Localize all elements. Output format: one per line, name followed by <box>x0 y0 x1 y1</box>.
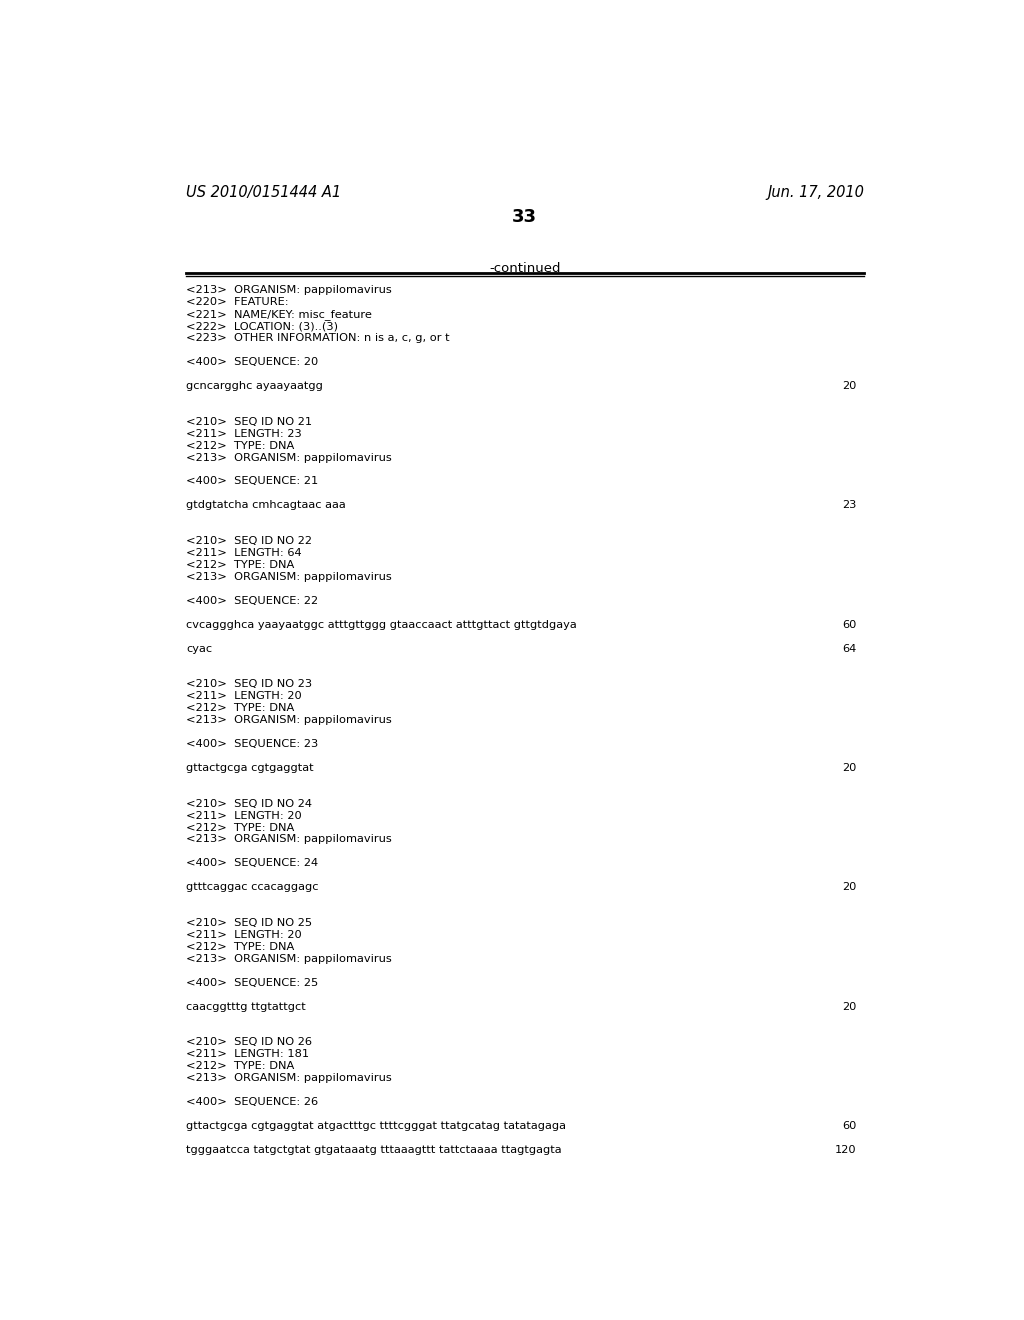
Text: <212>  TYPE: DNA: <212> TYPE: DNA <box>186 560 294 570</box>
Text: <213>  ORGANISM: pappilomavirus: <213> ORGANISM: pappilomavirus <box>186 572 392 582</box>
Text: <212>  TYPE: DNA: <212> TYPE: DNA <box>186 1061 294 1072</box>
Text: <211>  LENGTH: 20: <211> LENGTH: 20 <box>186 810 302 821</box>
Text: <212>  TYPE: DNA: <212> TYPE: DNA <box>186 441 294 450</box>
Text: <210>  SEQ ID NO 22: <210> SEQ ID NO 22 <box>186 536 312 546</box>
Text: 20: 20 <box>842 1002 856 1011</box>
Text: <213>  ORGANISM: pappilomavirus: <213> ORGANISM: pappilomavirus <box>186 715 392 725</box>
Text: 60: 60 <box>842 619 856 630</box>
Text: <210>  SEQ ID NO 26: <210> SEQ ID NO 26 <box>186 1038 312 1047</box>
Text: <221>  NAME/KEY: misc_feature: <221> NAME/KEY: misc_feature <box>186 309 372 321</box>
Text: gttactgcga cgtgaggtat atgactttgc ttttcgggat ttatgcatag tatatagaga: gttactgcga cgtgaggtat atgactttgc ttttcgg… <box>186 1121 566 1131</box>
Text: 23: 23 <box>842 500 856 511</box>
Text: <210>  SEQ ID NO 21: <210> SEQ ID NO 21 <box>186 417 312 426</box>
Text: 20: 20 <box>842 882 856 892</box>
Text: <400>  SEQUENCE: 25: <400> SEQUENCE: 25 <box>186 978 318 987</box>
Text: cvcaggghca yaayaatggc atttgttggg gtaaccaact atttgttact gttgtdgaya: cvcaggghca yaayaatggc atttgttggg gtaacca… <box>186 619 577 630</box>
Text: <400>  SEQUENCE: 24: <400> SEQUENCE: 24 <box>186 858 318 869</box>
Text: <223>  OTHER INFORMATION: n is a, c, g, or t: <223> OTHER INFORMATION: n is a, c, g, o… <box>186 333 450 343</box>
Text: <211>  LENGTH: 20: <211> LENGTH: 20 <box>186 692 302 701</box>
Text: 20: 20 <box>842 763 856 772</box>
Text: tgggaatcca tatgctgtat gtgataaatg tttaaagttt tattctaaaa ttagtgagta: tgggaatcca tatgctgtat gtgataaatg tttaaag… <box>186 1144 562 1155</box>
Text: <212>  TYPE: DNA: <212> TYPE: DNA <box>186 704 294 713</box>
Text: <210>  SEQ ID NO 23: <210> SEQ ID NO 23 <box>186 680 312 689</box>
Text: gtttcaggac ccacaggagc: gtttcaggac ccacaggagc <box>186 882 318 892</box>
Text: Jun. 17, 2010: Jun. 17, 2010 <box>767 185 864 201</box>
Text: <211>  LENGTH: 23: <211> LENGTH: 23 <box>186 429 302 438</box>
Text: <210>  SEQ ID NO 25: <210> SEQ ID NO 25 <box>186 917 312 928</box>
Text: <211>  LENGTH: 181: <211> LENGTH: 181 <box>186 1049 309 1059</box>
Text: <400>  SEQUENCE: 23: <400> SEQUENCE: 23 <box>186 739 318 748</box>
Text: US 2010/0151444 A1: US 2010/0151444 A1 <box>186 185 341 201</box>
Text: <213>  ORGANISM: pappilomavirus: <213> ORGANISM: pappilomavirus <box>186 453 392 462</box>
Text: <213>  ORGANISM: pappilomavirus: <213> ORGANISM: pappilomavirus <box>186 834 392 845</box>
Text: 64: 64 <box>843 644 856 653</box>
Text: caacggtttg ttgtattgct: caacggtttg ttgtattgct <box>186 1002 306 1011</box>
Text: gcncargghc ayaayaatgg: gcncargghc ayaayaatgg <box>186 381 323 391</box>
Text: <213>  ORGANISM: pappilomavirus: <213> ORGANISM: pappilomavirus <box>186 285 392 296</box>
Text: cyac: cyac <box>186 644 212 653</box>
Text: <212>  TYPE: DNA: <212> TYPE: DNA <box>186 822 294 833</box>
Text: 33: 33 <box>512 209 538 227</box>
Text: 20: 20 <box>842 381 856 391</box>
Text: <212>  TYPE: DNA: <212> TYPE: DNA <box>186 942 294 952</box>
Text: <211>  LENGTH: 20: <211> LENGTH: 20 <box>186 929 302 940</box>
Text: <210>  SEQ ID NO 24: <210> SEQ ID NO 24 <box>186 799 312 809</box>
Text: <400>  SEQUENCE: 22: <400> SEQUENCE: 22 <box>186 595 318 606</box>
Text: gtdgtatcha cmhcagtaac aaa: gtdgtatcha cmhcagtaac aaa <box>186 500 346 511</box>
Text: 60: 60 <box>842 1121 856 1131</box>
Text: <400>  SEQUENCE: 21: <400> SEQUENCE: 21 <box>186 477 318 486</box>
Text: <211>  LENGTH: 64: <211> LENGTH: 64 <box>186 548 302 558</box>
Text: <400>  SEQUENCE: 20: <400> SEQUENCE: 20 <box>186 358 318 367</box>
Text: 120: 120 <box>835 1144 856 1155</box>
Text: <400>  SEQUENCE: 26: <400> SEQUENCE: 26 <box>186 1097 318 1107</box>
Text: gttactgcga cgtgaggtat: gttactgcga cgtgaggtat <box>186 763 313 772</box>
Text: <220>  FEATURE:: <220> FEATURE: <box>186 297 289 308</box>
Text: <222>  LOCATION: (3)..(3): <222> LOCATION: (3)..(3) <box>186 321 338 331</box>
Text: -continued: -continued <box>489 263 560 276</box>
Text: <213>  ORGANISM: pappilomavirus: <213> ORGANISM: pappilomavirus <box>186 954 392 964</box>
Text: <213>  ORGANISM: pappilomavirus: <213> ORGANISM: pappilomavirus <box>186 1073 392 1084</box>
